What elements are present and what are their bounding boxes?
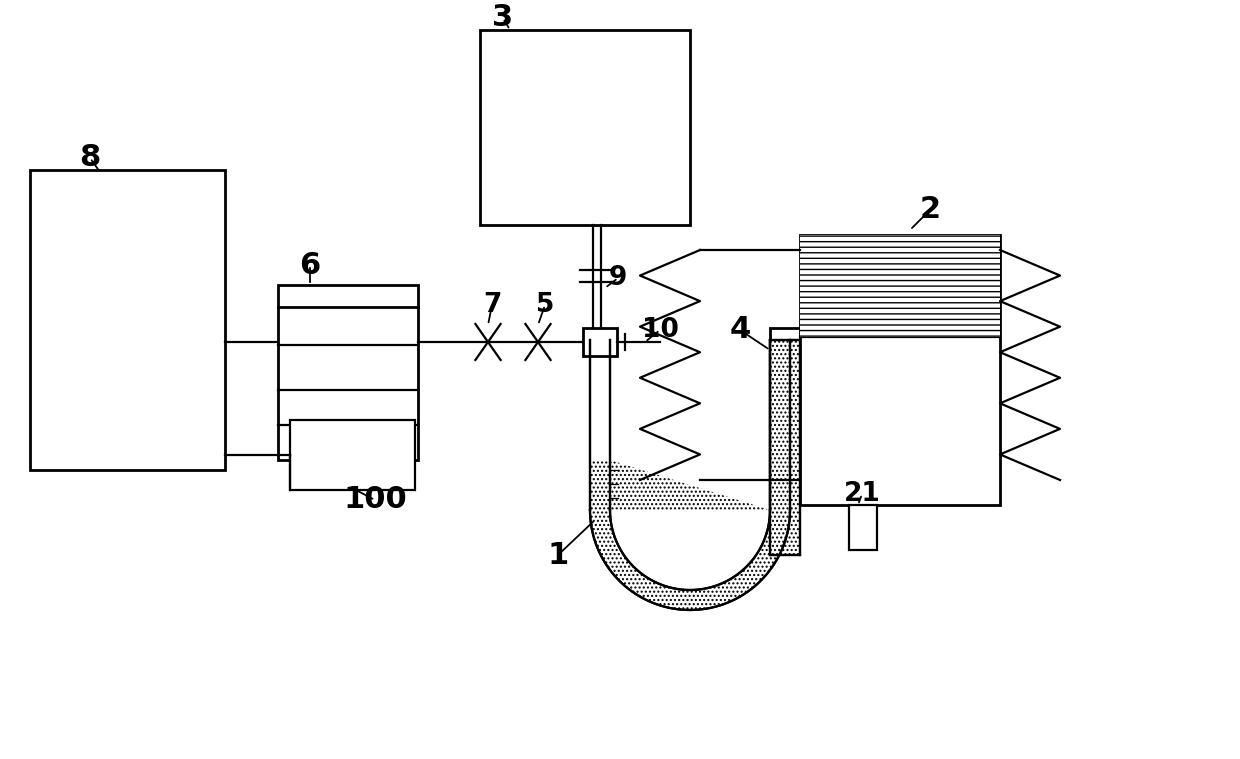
Text: 6: 6 (299, 250, 321, 279)
Bar (583, 328, 618, 356)
Text: 9: 9 (609, 265, 627, 291)
Bar (290, 420, 415, 490)
Bar (800, 235, 999, 505)
Text: 8: 8 (79, 143, 100, 172)
Bar (849, 505, 877, 550)
Bar (770, 328, 800, 356)
Text: 21: 21 (843, 481, 880, 507)
Text: 5: 5 (536, 292, 554, 318)
Text: 10: 10 (641, 317, 678, 343)
Text: 100: 100 (343, 486, 407, 515)
Polygon shape (800, 235, 999, 337)
Bar (770, 340, 800, 555)
Polygon shape (590, 340, 790, 610)
Bar (278, 285, 418, 460)
Text: 1: 1 (547, 540, 569, 569)
Bar (770, 340, 800, 555)
Bar (30, 170, 224, 470)
Text: 4: 4 (729, 316, 750, 345)
Text: 2: 2 (919, 196, 941, 225)
Bar (480, 30, 689, 225)
Text: 7: 7 (482, 292, 501, 318)
Text: 3: 3 (492, 4, 513, 33)
